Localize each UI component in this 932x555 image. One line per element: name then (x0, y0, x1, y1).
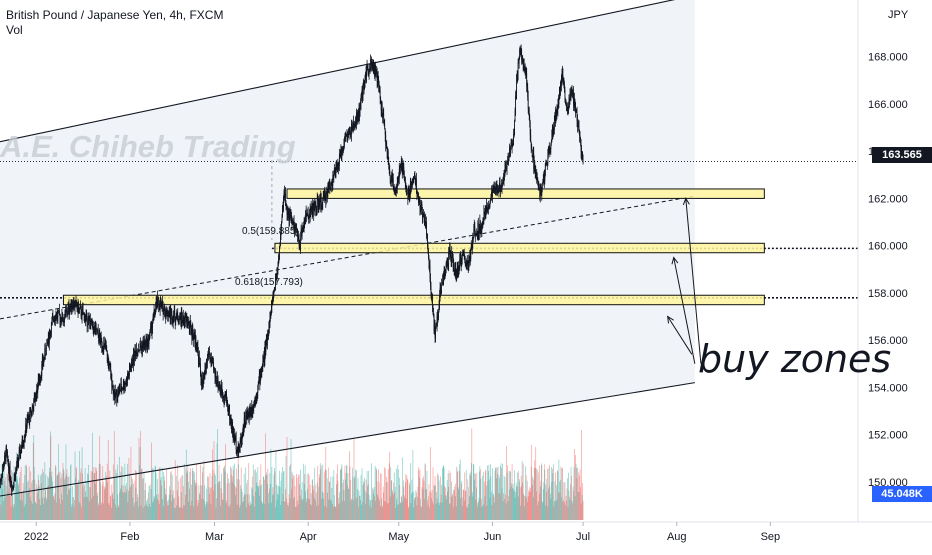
candle-body (544, 176, 545, 181)
candle-body (435, 328, 436, 338)
x-tick-label: Sep (761, 531, 781, 543)
watermark: A.E. Chiheb Trading (0, 129, 296, 164)
symbol-title: British Pound / Japanese Yen, 4h, FXCM (6, 8, 223, 23)
candle-body (416, 179, 417, 190)
candle-body (518, 63, 519, 74)
candle-body (29, 410, 30, 422)
candle-body (499, 188, 500, 192)
buy-zone-box (287, 189, 764, 198)
candle-body (32, 408, 33, 413)
candle-body (101, 335, 102, 338)
candle-body (542, 183, 543, 188)
fib-0.5-label: 0.5(159.885) (242, 226, 299, 237)
y-axis-ticks: 150.000152.000154.000156.000158.000160.0… (868, 52, 908, 489)
buy-zone-box (63, 295, 764, 304)
x-tick-label: Aug (667, 531, 687, 543)
chart-legend: British Pound / Japanese Yen, 4h, FXCM V… (6, 8, 223, 38)
volume-value-tag: 45.048K (872, 486, 932, 502)
candle-body (97, 332, 98, 334)
candle-body (96, 326, 97, 328)
candle-body (384, 125, 385, 128)
candle-body (470, 249, 471, 259)
candle-body (46, 346, 47, 355)
candle-body (173, 316, 174, 322)
x-tick-label: 2022 (24, 531, 48, 543)
candle-body (111, 374, 112, 387)
candle-body (19, 452, 20, 461)
y-tick-label: 166.000 (868, 99, 908, 111)
candle-body (388, 162, 389, 163)
x-tick-label: Mar (205, 531, 224, 543)
candle-body (390, 175, 391, 181)
candle-body (393, 178, 394, 186)
candle-body (87, 313, 88, 326)
candle-body (321, 197, 322, 206)
currency-label: JPY (888, 9, 909, 21)
y-tick-label: 152.000 (868, 430, 908, 442)
candle-body (545, 165, 546, 176)
candle-body (405, 178, 406, 183)
candle-body (213, 362, 214, 369)
last-price-tag: 163.565 (872, 147, 932, 163)
x-tick-label: May (388, 531, 409, 543)
fib-0.618-label: 0.618(157.793) (235, 277, 303, 288)
y-tick-label: 162.000 (868, 193, 908, 205)
y-tick-label: 154.000 (868, 382, 908, 394)
y-tick-label: 160.000 (868, 241, 908, 253)
x-tick-label: Jun (484, 531, 502, 543)
candle-body (389, 170, 390, 175)
candle-body (21, 448, 22, 452)
x-tick-label: Apr (300, 531, 317, 543)
candle-body (345, 136, 346, 141)
candle-body (322, 198, 323, 202)
candle-body (4, 456, 5, 465)
candle-body (530, 135, 531, 142)
x-axis-ticks: 2022 Feb Mar Apr May Jun Jul Aug Sep (24, 522, 780, 543)
y-tick-label: 158.000 (868, 288, 908, 300)
x-tick-label: Feb (120, 531, 139, 543)
volume-bar (583, 501, 584, 520)
candle-body (441, 285, 442, 291)
candle-body (155, 315, 156, 316)
candle-body (440, 288, 441, 291)
candle-body (207, 357, 208, 363)
candle-body (15, 470, 16, 479)
buy-zones-annotation: buy zones (698, 337, 891, 381)
x-tick-label: Jul (576, 531, 590, 543)
y-tick-label: 168.000 (868, 52, 908, 64)
candle-body (448, 253, 449, 264)
candle-body (236, 437, 237, 449)
candle-body (363, 84, 364, 96)
candle-body (583, 159, 584, 163)
volume-label: Vol (6, 23, 223, 38)
